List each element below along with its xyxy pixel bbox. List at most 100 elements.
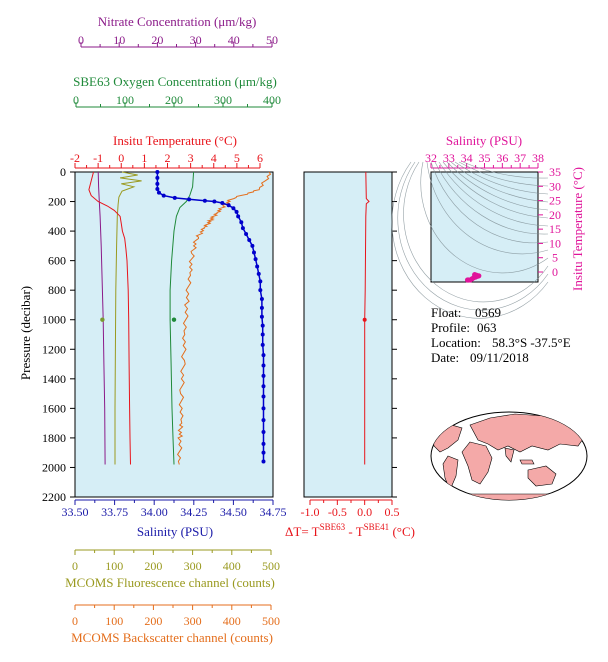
ts-density-contour bbox=[446, 161, 549, 211]
fluorescence-profile-line bbox=[114, 171, 142, 465]
ts-density-contour bbox=[426, 161, 549, 255]
salinity-point bbox=[253, 257, 258, 262]
salinity-point bbox=[172, 195, 177, 200]
pressure-tick-label: 1600 bbox=[42, 401, 66, 415]
salinity-point bbox=[220, 201, 225, 206]
nitrate-tick-label: 10 bbox=[113, 33, 125, 47]
salinity-point bbox=[261, 373, 266, 378]
salinity-point bbox=[155, 186, 160, 191]
deltaT-sample-point bbox=[362, 317, 367, 322]
ts-temperature-axis-title: Insitu Temperature (°C) bbox=[570, 167, 585, 291]
ts-temperature-tick-label: 5 bbox=[552, 251, 558, 265]
salinity-point bbox=[250, 243, 255, 248]
deltaT-axis: -1.0 -0.5 0.0 0.5 bbox=[301, 499, 400, 519]
nitrate-tick-label: 40 bbox=[228, 33, 240, 47]
ts-density-contour bbox=[397, 161, 549, 311]
salinity-axis-title: Salinity (PSU) bbox=[137, 524, 213, 539]
oxygen-axis: SBE63 Oxygen Concentration (μm/kg) 0 100 2… bbox=[73, 74, 281, 108]
nitrate-profile-line bbox=[97, 171, 106, 465]
ts-density-contour bbox=[403, 161, 549, 303]
temperature-axis-title: Insitu Temperature (°C) bbox=[113, 133, 237, 148]
ts-temperature-tick-label: 15 bbox=[549, 222, 561, 236]
float-value: 0569 bbox=[475, 305, 501, 320]
ts-temperature-tick-label: 25 bbox=[549, 194, 561, 208]
salinity-point bbox=[231, 206, 236, 211]
ts-density-contour bbox=[454, 161, 549, 195]
salinity-point bbox=[258, 288, 263, 293]
salinity-point bbox=[244, 232, 249, 237]
pressure-tick-label: 1200 bbox=[42, 342, 66, 356]
ts-salinity-tick-label: 36 bbox=[496, 151, 508, 165]
oxygen-tick-label: 200 bbox=[165, 93, 183, 107]
salinity-point bbox=[261, 394, 266, 399]
temperature-tick-label: 3 bbox=[188, 151, 194, 165]
fluorescence-tick-label: 200 bbox=[144, 559, 162, 573]
profile-plot-area bbox=[74, 171, 274, 498]
pressure-tick-label: 0 bbox=[60, 165, 66, 179]
deltaT-axis-title: ΔT= TSBE63 - TSBE41 (°C) bbox=[285, 522, 415, 539]
nitrate-tick-label: 50 bbox=[266, 33, 278, 47]
temperature-tick-label: -2 bbox=[70, 151, 80, 165]
ts-density-contour bbox=[442, 161, 549, 219]
ts-salinity-axis: 32 33 34 35 36 37 38 bbox=[425, 151, 544, 169]
salinity-point bbox=[261, 353, 266, 358]
fluorescence-axis-title: MCOMS Fluorescence channel (counts) bbox=[65, 575, 275, 590]
salinity-tick-label: 34.25 bbox=[180, 505, 207, 519]
ts-density-contour bbox=[450, 161, 549, 203]
pressure-tick-label: 1400 bbox=[42, 372, 66, 386]
pressure-axis-title: Pressure (decibar) bbox=[18, 286, 33, 380]
temperature-tick-label: 1 bbox=[141, 151, 147, 165]
oxygen-profile-line bbox=[169, 171, 195, 465]
nitrate-tick-label: 0 bbox=[78, 33, 84, 47]
float-label: Float: bbox=[431, 305, 461, 320]
salinity-point bbox=[256, 271, 261, 276]
temperature-tick-label: 5 bbox=[234, 151, 240, 165]
salinity-point bbox=[261, 441, 266, 446]
deltaT-tick-label: -1.0 bbox=[301, 505, 320, 519]
salinity-point bbox=[261, 363, 266, 368]
oxygen-axis-title: SBE63 Oxygen Concentration (μm/kg) bbox=[73, 74, 277, 89]
temperature-tick-label: 0 bbox=[118, 151, 124, 165]
ts-salinity-tick-label: 37 bbox=[514, 151, 526, 165]
temperature-tick-label: 4 bbox=[211, 151, 217, 165]
salinity-point bbox=[161, 193, 166, 198]
oxygen-tick-label: 0 bbox=[73, 93, 79, 107]
nitrate-axis: Nitrate Concentration (μm/kg) 0 10 20 30 40 5… bbox=[78, 14, 278, 48]
date-label: Date: bbox=[431, 350, 459, 365]
location-label: Location: bbox=[431, 335, 481, 350]
salinity-point bbox=[187, 197, 192, 202]
deltaT-tick-label: 0.5 bbox=[385, 505, 400, 519]
backscatter-tick-label: 100 bbox=[105, 614, 123, 628]
ts-density-contour bbox=[458, 161, 549, 187]
salinity-point bbox=[261, 406, 266, 411]
ts-density-contour bbox=[434, 161, 549, 235]
fluorescence-tick-label: 100 bbox=[105, 559, 123, 573]
ts-density-contour bbox=[462, 161, 549, 179]
ts-salinity-tick-label: 35 bbox=[479, 151, 491, 165]
salinity-point bbox=[155, 170, 160, 174]
salinity-axis: 33.50 33.75 34.00 34.25 34.50 34.75 bbox=[62, 499, 287, 519]
ts-density-contour bbox=[391, 161, 549, 319]
date-value: 09/11/2018 bbox=[470, 350, 529, 365]
pressure-tick-label: 1000 bbox=[42, 313, 66, 327]
backscatter-tick-label: 300 bbox=[184, 614, 202, 628]
backscatter-tick-label: 0 bbox=[72, 614, 78, 628]
oxygen-sample-point bbox=[171, 317, 177, 322]
salinity-point bbox=[260, 332, 265, 337]
salinity-point bbox=[155, 175, 160, 180]
backscatter-axis-title: MCOMS Backscatter channel (counts) bbox=[71, 630, 273, 645]
profile-series bbox=[88, 170, 272, 465]
map-land-antarctica bbox=[439, 493, 581, 500]
ts-plot-area bbox=[430, 171, 539, 283]
deltaT-plot-area bbox=[303, 171, 393, 498]
nitrate-tick-label: 20 bbox=[151, 33, 163, 47]
salinity-point bbox=[156, 190, 161, 195]
salinity-point bbox=[260, 323, 265, 328]
ts-salinity-tick-label: 32 bbox=[425, 151, 437, 165]
pressure-tick-label: 800 bbox=[48, 283, 66, 297]
map-land-australia bbox=[527, 465, 557, 487]
salinity-tick-label: 34.75 bbox=[260, 505, 287, 519]
salinity-tick-label: 33.75 bbox=[101, 505, 128, 519]
